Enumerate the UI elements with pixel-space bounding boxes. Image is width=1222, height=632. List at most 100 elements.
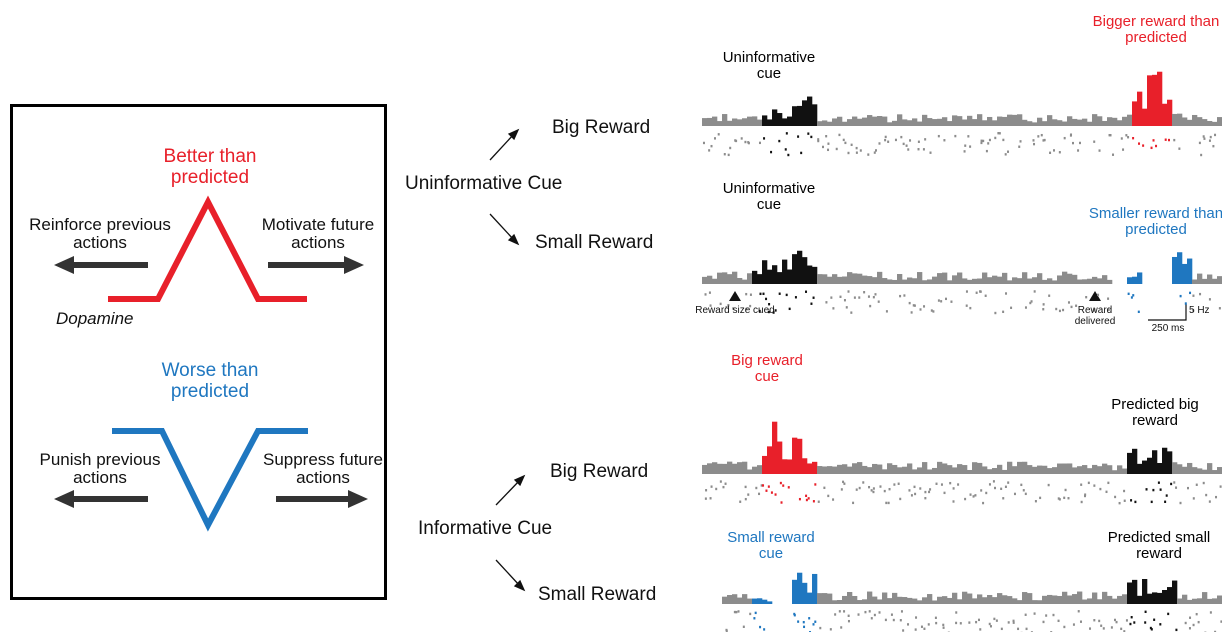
trace-inf-big-spike [887,501,890,505]
trace-uninf-small-bin [992,275,998,284]
trace-inf-small-bin [747,598,753,604]
trace-uninf-big-bin [912,118,918,126]
trace-uninf-small-bin [912,278,918,284]
trace-uninf-small-bin [842,276,848,284]
trace-uninf-small-bin [1052,280,1058,284]
trace-uninf-small-bin [1207,274,1213,284]
trace-uninf-small-bin [972,278,978,284]
trace-inf-big-bin [1207,463,1213,474]
trace-uninf-small-bin [787,269,793,284]
trace-inf-big-bin [1112,470,1118,474]
trace-inf-big-bin [957,464,963,474]
trace-inf-small-bin [742,594,748,604]
motivate-label: Motivate future actions [261,215,375,252]
trace-inf-big-spike [988,483,991,486]
trace-inf-small-spike [803,625,806,629]
trace-inf-small-bin [947,597,953,604]
trace-inf-big-spike [823,486,826,490]
trace-uninf-big-bin [972,119,978,126]
trace-inf-small-bin [1217,595,1222,604]
trace-uninf-small-bin [742,279,748,284]
trace-uninf-big-spike [747,141,750,144]
trace-inf-big-spike [883,489,886,493]
trace-uninf-big-bin [727,120,733,126]
trace-uninf-big-bin [862,117,868,126]
trace-inf-big-bin [707,463,713,474]
trace-uninf-big-spike [1109,134,1112,137]
trace-uninf-small-bin [782,259,788,284]
trace-uninf-small-spike [1107,308,1110,311]
trace-uninf-small-spike [749,293,752,296]
trace-uninf-small-spike [788,307,791,311]
trace-inf-big-spike [719,480,722,483]
trace-uninf-small-bin [947,280,953,284]
trace-uninf-small-bin [952,275,958,284]
trace-uninf-big-spike [770,150,773,154]
trace-inf-big-spike [872,490,875,494]
trace-inf-big-bin [967,469,973,474]
trace-inf-small-spike [1100,624,1103,627]
trace-inf-small-bin [847,591,853,604]
dopamine-dip-line [112,428,308,532]
trace-inf-big-bin [802,458,808,474]
trace-inf-small-spike [1195,612,1198,616]
trace-inf-big-spike [1123,489,1126,493]
trace-inf-big-spike [908,489,911,492]
big-reward-label-2: Big Reward [550,461,649,482]
trace-uninf-big-bin [722,114,728,126]
trace-uninf-small-spike [1070,305,1073,309]
trace-inf-small-spike [1188,627,1191,630]
trace-inf-big-bin [927,469,933,474]
trace-inf-big-bin [877,464,883,474]
dopamine-label: Dopamine [56,309,134,328]
trace-uninf-big-spike [867,153,870,156]
trace-uninf-small-spike [965,290,968,293]
trace-uninf-big-spike [922,148,925,151]
trace-inf-small-spike [955,611,958,614]
trace-inf-big-spike [762,484,765,487]
trace-inf-big-bin [1187,462,1193,474]
trace-inf-small-spike [1149,626,1152,630]
trace-uninf-small-spike [759,292,762,296]
trace-inf-small-spike [763,628,766,631]
trace-uninf-small-spike [727,304,730,307]
trace-inf-big-spike [814,483,817,486]
trace-inf-big-bin [907,463,913,474]
trace-inf-big-spike [842,480,845,484]
trace-uninf-small-bin [962,278,968,284]
trace-inf-big-bin [842,464,848,474]
trace-inf-small-spike [1012,621,1015,624]
trace-uninf-big-spike [988,138,991,142]
trace-uninf-small-bin [862,275,868,284]
trace-uninf-big-spike [842,138,845,142]
trace-inf-big-spike [827,494,830,498]
trace-uninf-small-spike [1029,301,1032,305]
trace-uninf-small-bin [1212,278,1218,284]
trace-uninf-small-spike [768,303,771,306]
trace-uninf-big-spike [827,148,830,152]
trace-uninf-big-bin [1117,120,1123,126]
trace-uninf-big-bin [757,119,763,126]
trace-uninf-big-spike [998,132,1001,135]
trace-inf-small-bin [757,598,763,604]
trace-inf-big-bin [1157,463,1163,474]
trace-inf-small-bin [997,593,1003,604]
trace-uninf-small-bin [1047,278,1053,284]
trace-uninf-small-bin [872,277,878,284]
trace-inf-small-bin [762,599,768,604]
trace-inf-big-spike [888,487,891,491]
trace-inf-small-spike [1189,616,1192,619]
trace-inf-small-spike [847,619,850,623]
trace-uninf-small-bin [1087,278,1093,284]
trace-uninf-small-spike [1127,292,1130,296]
trace-inf-big-spike [767,485,770,488]
trace-uninf-big-bin [1087,121,1093,126]
trace-uninf-small-bin [802,257,808,284]
trace-uninf-small-spike [810,302,813,305]
trace-inf-big-bin [1092,464,1098,474]
trace-uninf-big-spike [1122,148,1125,151]
trace-uninf-big-bin [1102,120,1108,126]
trace-inf-small-spike [802,620,805,624]
trace-uninf-big-bin [817,121,823,126]
trace-inf-small-bin [1202,592,1208,604]
